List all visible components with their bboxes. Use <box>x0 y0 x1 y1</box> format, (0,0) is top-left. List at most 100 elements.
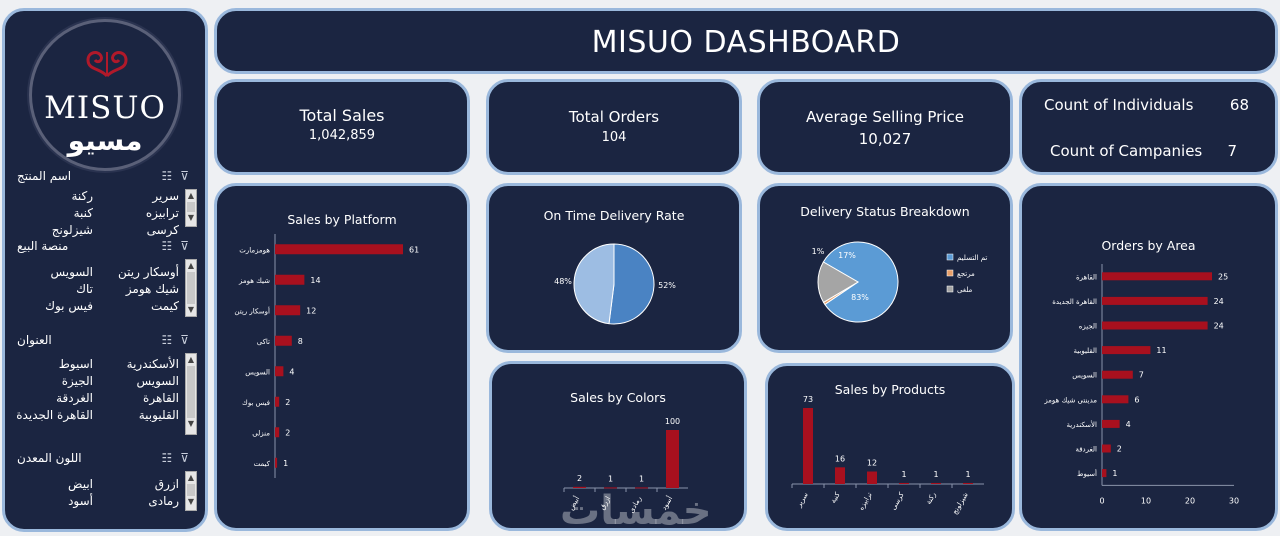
tick-label: سرير <box>795 491 810 509</box>
bar <box>275 457 278 468</box>
chart-sales-by-products: Sales by Products 73 سرير 16 كنبة 12 ترابيزه 1… <box>765 363 1015 531</box>
kpi-value: 1,042,859 <box>308 128 376 143</box>
data-label: 24 <box>1214 297 1224 306</box>
bar <box>1102 346 1151 355</box>
slicer-color[interactable]: اللون المعدن ☷⊽ ازرق ابيض رمادى أسود ▲ ▼ <box>13 451 201 513</box>
slicer-item[interactable]: فيس بوك <box>45 299 93 313</box>
slicer-item[interactable]: الغردقة <box>56 391 93 405</box>
dashboard-header: MISUO DASHBOARD <box>214 8 1278 74</box>
tick-label: الغردقة <box>1075 446 1097 454</box>
tick-label: مدينتى شيك هومز <box>1043 396 1097 404</box>
slicer-platform[interactable]: منصة البيع ☷⊽ أوسكار ريتن السويس شيك هومز ت… <box>13 239 201 319</box>
slicer-item[interactable]: ترابيزه <box>145 206 179 220</box>
slicer-address-title: العنوان <box>17 333 52 347</box>
slicer-item[interactable]: القليوبية <box>138 408 179 422</box>
tick-label: القاهرة <box>1076 273 1097 281</box>
slicer-scrollbar[interactable]: ▲ ▼ <box>185 471 197 511</box>
kpi-value: 10,027 <box>858 130 912 148</box>
multi-select-icon[interactable]: ☷ <box>161 169 181 183</box>
kpi-companies-value: 7 <box>1227 142 1237 160</box>
filter-clear-icon[interactable]: ⊽ <box>180 451 197 465</box>
bar <box>1102 296 1208 305</box>
slicer-item[interactable]: ركنة <box>71 189 93 203</box>
slicer-item[interactable]: كيمت <box>150 299 179 313</box>
bar <box>1102 272 1212 281</box>
slicer-item[interactable]: كرسى <box>146 223 179 237</box>
data-label: 12 <box>306 306 316 315</box>
slicer-scrollbar[interactable]: ▲ ▼ <box>185 259 197 317</box>
slicer-item[interactable]: كنبة <box>73 206 93 220</box>
slicer-item[interactable]: ابيض <box>68 477 93 491</box>
slicer-item[interactable]: تاك <box>76 282 93 296</box>
data-label: 12 <box>867 459 877 468</box>
kpi-value: 104 <box>601 130 627 145</box>
slicer-item[interactable]: سرير <box>152 189 179 203</box>
multi-select-icon[interactable]: ☷ <box>161 451 181 465</box>
bar <box>275 396 280 407</box>
data-label: 1 <box>933 470 938 479</box>
multi-select-icon[interactable]: ☷ <box>161 333 181 347</box>
data-label: 25 <box>1218 272 1228 281</box>
data-label: 2 <box>285 398 290 407</box>
bar <box>1102 370 1133 379</box>
tick-label: كرسى <box>889 490 906 511</box>
bar <box>835 467 845 484</box>
data-label: 4 <box>1126 420 1131 429</box>
tick-label: أوسكار ريتن <box>234 306 270 315</box>
tick-label: هومزمارت <box>239 246 270 254</box>
tick-label: ترابيزه <box>857 491 874 512</box>
kpi-total-sales: Total Sales 1,042,859 <box>214 79 470 175</box>
chart-sales-by-platform: Sales by Platform هومزمارت 61 شيك هومز 14 أو… <box>214 183 470 531</box>
slicer-item[interactable]: ازرق <box>154 477 179 491</box>
data-label: 6 <box>1134 395 1139 404</box>
bar <box>275 305 301 316</box>
slicer-item[interactable]: الجيزة <box>61 374 93 388</box>
bar <box>275 274 305 285</box>
slicer-item[interactable]: اسيوط <box>58 357 93 371</box>
slicer-color-title: اللون المعدن <box>17 451 82 465</box>
tick-label: شيزلونج <box>951 491 970 516</box>
data-label: 1 <box>901 470 906 479</box>
bar <box>275 244 403 255</box>
slicer-product[interactable]: اسم المنتج ☷⊽ سرير ركنة ترابيزه كنبة كرسى شيز… <box>13 169 201 237</box>
slicer-item[interactable]: شيزلونج <box>51 223 93 237</box>
multi-select-icon[interactable]: ☷ <box>161 239 181 253</box>
slicer-item[interactable]: أوسكار ريتن <box>118 265 179 279</box>
data-label: 1 <box>283 459 288 468</box>
filter-clear-icon[interactable]: ⊽ <box>180 169 197 183</box>
slicer-item[interactable]: شيك هومز <box>125 282 179 296</box>
sidebar: MISUO مسيو اسم المنتج ☷⊽ سرير ركنة ترابيزه… <box>2 8 208 532</box>
data-label: 8 <box>298 337 303 346</box>
slicer-item[interactable]: القاهرة <box>143 391 179 405</box>
slicer-item[interactable]: الأسكندرية <box>126 357 179 371</box>
slicer-item[interactable]: السويس <box>50 265 93 279</box>
data-label: 1 <box>965 470 970 479</box>
data-label: 48% <box>554 277 572 286</box>
data-label: 14 <box>310 276 320 285</box>
slicer-scrollbar[interactable]: ▲ ▼ <box>185 189 197 227</box>
tick-label: الأسكندرية <box>1066 420 1097 429</box>
legend-label: تم التسليم <box>957 254 987 262</box>
slicer-item[interactable]: السويس <box>136 374 179 388</box>
chart-title: Orders by Area <box>1101 238 1196 253</box>
data-label: 1% <box>812 247 825 256</box>
filter-clear-icon[interactable]: ⊽ <box>180 239 197 253</box>
tick-label: الجيزه <box>1079 323 1097 331</box>
brand-name-en: MISUO <box>44 90 166 126</box>
tick-label: السويس <box>245 368 270 376</box>
ontime-pie-chart: 52% 48% <box>554 243 676 325</box>
slicer-item[interactable]: رمادى <box>148 494 179 508</box>
chart-title: Sales by Colors <box>570 390 666 405</box>
slicer-item[interactable]: القاهرة الجديدة <box>16 408 93 422</box>
bar <box>1102 395 1129 404</box>
page-title: MISUO DASHBOARD <box>591 25 901 60</box>
slicer-item[interactable]: أسود <box>68 494 93 508</box>
slicer-address[interactable]: العنوان ☷⊽ الأسكندرية اسيوط السويس الجيزة ال… <box>13 333 201 435</box>
filter-clear-icon[interactable]: ⊽ <box>180 333 197 347</box>
slicer-platform-items: أوسكار ريتن السويس شيك هومز تاك كيمت فيس بوك <box>13 259 179 313</box>
slicer-scrollbar[interactable]: ▲ ▼ <box>185 353 197 435</box>
bar <box>275 335 292 346</box>
pie-slice <box>608 243 655 325</box>
pie-slice <box>817 261 859 304</box>
